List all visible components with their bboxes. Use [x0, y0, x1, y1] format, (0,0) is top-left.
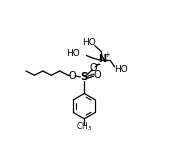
Text: +: +	[104, 52, 110, 58]
Text: HO: HO	[82, 38, 96, 47]
Text: −: −	[94, 60, 100, 69]
Text: CH$_3$: CH$_3$	[76, 121, 92, 133]
Text: HO: HO	[114, 65, 128, 74]
Text: O: O	[89, 63, 97, 73]
Text: HO: HO	[66, 49, 80, 58]
Text: O: O	[93, 70, 101, 80]
Text: O: O	[69, 71, 76, 81]
Text: N: N	[98, 54, 106, 64]
Text: S: S	[81, 72, 88, 82]
